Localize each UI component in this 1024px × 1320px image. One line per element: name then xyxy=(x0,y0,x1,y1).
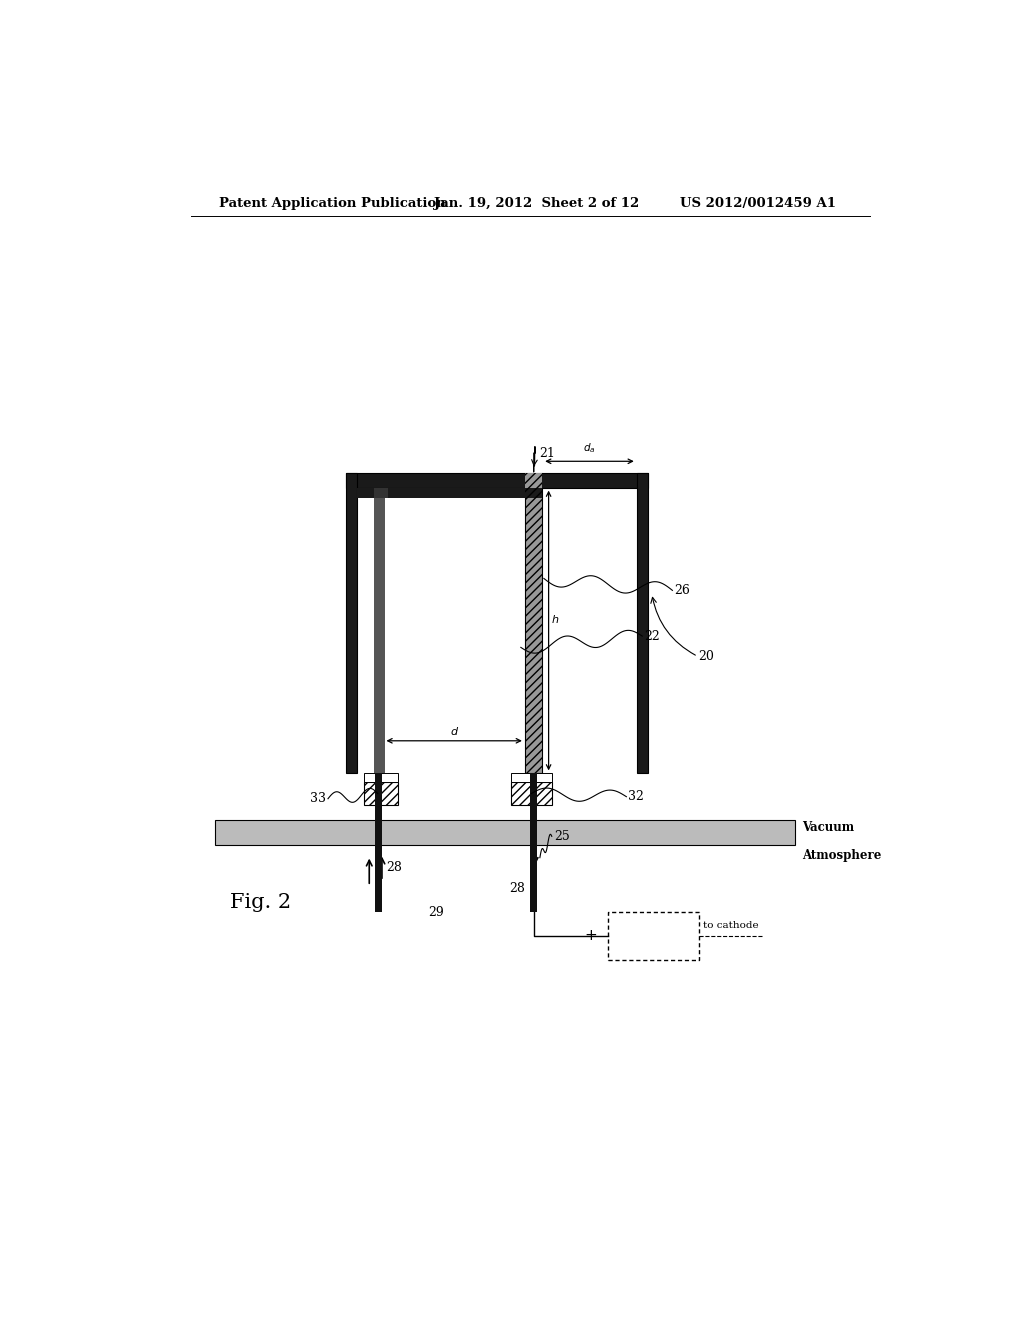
Bar xyxy=(637,474,648,774)
Bar xyxy=(608,912,699,961)
Text: Jan. 19, 2012  Sheet 2 of 12: Jan. 19, 2012 Sheet 2 of 12 xyxy=(433,197,639,210)
Bar xyxy=(374,487,384,774)
Text: 28: 28 xyxy=(386,862,401,874)
Bar xyxy=(511,783,552,805)
Text: Vacuum: Vacuum xyxy=(803,821,855,834)
Bar xyxy=(365,783,397,805)
Text: 22: 22 xyxy=(644,630,659,643)
Text: 28: 28 xyxy=(509,882,525,895)
Text: to cathode: to cathode xyxy=(703,921,759,929)
Bar xyxy=(215,820,795,846)
Text: supply: supply xyxy=(634,940,674,952)
Bar xyxy=(524,487,543,774)
Text: 21: 21 xyxy=(539,446,555,459)
Text: d: d xyxy=(451,727,458,737)
Bar xyxy=(346,474,357,774)
Text: Patent Application Publication: Patent Application Publication xyxy=(219,197,446,210)
Text: 33: 33 xyxy=(310,792,327,805)
Bar xyxy=(365,774,397,783)
Text: Atmosphere: Atmosphere xyxy=(803,849,882,862)
Bar xyxy=(524,487,543,774)
Text: 32: 32 xyxy=(628,791,644,803)
Text: US 2012/0012459 A1: US 2012/0012459 A1 xyxy=(680,197,836,210)
Text: +: + xyxy=(585,928,597,944)
Text: 26: 26 xyxy=(674,583,690,597)
Text: 25: 25 xyxy=(554,830,570,843)
Bar xyxy=(524,474,543,487)
Bar xyxy=(365,783,397,805)
Bar xyxy=(346,474,648,487)
Bar xyxy=(524,474,543,487)
Bar xyxy=(374,487,387,498)
Text: Power: Power xyxy=(635,923,673,935)
Bar xyxy=(357,487,543,498)
Text: Fig. 2: Fig. 2 xyxy=(229,892,291,912)
Bar xyxy=(511,783,552,805)
Bar xyxy=(375,774,382,912)
Text: $d_a$: $d_a$ xyxy=(584,441,596,455)
Text: h: h xyxy=(552,615,559,626)
Bar xyxy=(530,774,538,912)
Text: 29: 29 xyxy=(428,906,443,919)
Bar xyxy=(357,487,637,774)
Text: 20: 20 xyxy=(697,649,714,663)
Bar xyxy=(511,774,552,783)
